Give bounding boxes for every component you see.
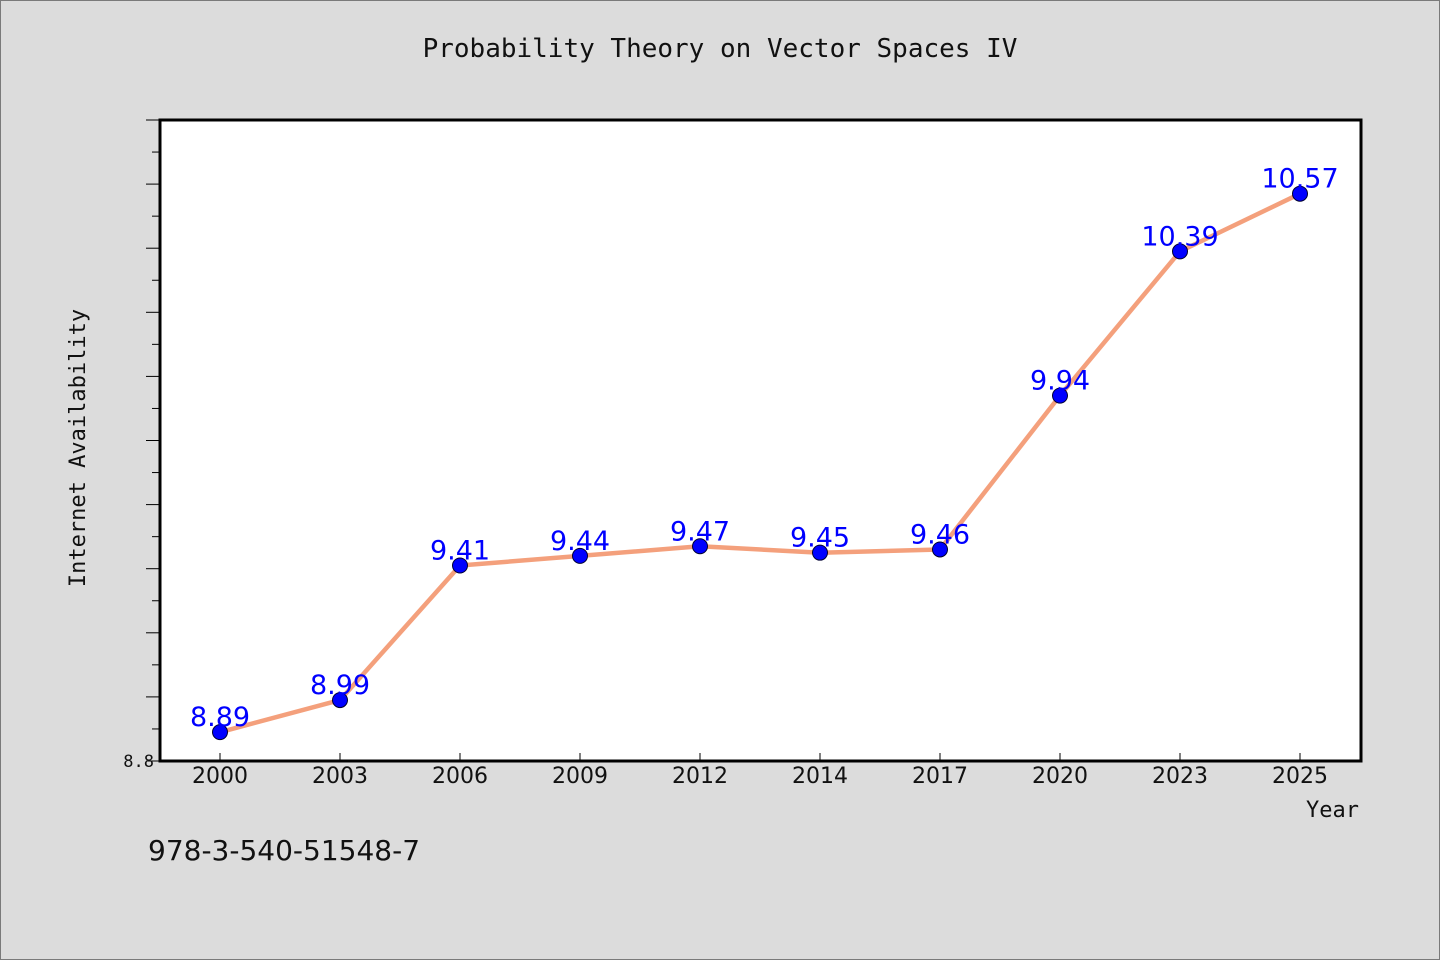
data-point [332, 692, 348, 709]
x-tick-label: 2023 [1152, 764, 1208, 789]
series-markers [212, 185, 1308, 741]
x-tick-label: 2009 [552, 764, 608, 789]
data-label: 9.46 [910, 519, 970, 550]
data-point [812, 544, 828, 561]
x-tick-label: 2020 [1032, 764, 1088, 789]
chart-title: Probability Theory on Vector Spaces IV [422, 34, 1018, 64]
data-point [932, 541, 948, 558]
data-point [1052, 387, 1068, 404]
data-label: 9.94 [1030, 366, 1090, 397]
x-tick-label: 2014 [792, 764, 848, 789]
data-label: 8.89 [190, 702, 250, 733]
data-label: 10.39 [1141, 221, 1218, 252]
data-point [572, 547, 588, 564]
x-tick-label: 2006 [432, 764, 488, 789]
data-point [1172, 243, 1188, 260]
x-tick-label: 2003 [312, 764, 368, 789]
data-point [692, 538, 708, 555]
plot-area [158, 118, 1363, 763]
x-tick-label: 2025 [1272, 764, 1328, 789]
data-label: 9.45 [790, 523, 850, 554]
isbn-code: 978-3-540-51548-7 [148, 834, 421, 867]
data-label: 9.47 [670, 516, 730, 547]
x-tick-label: 2012 [672, 764, 728, 789]
data-point [452, 557, 468, 574]
x-axis-label: Year [1306, 798, 1359, 823]
data-label: 10.57 [1261, 164, 1338, 195]
data-label: 9.41 [430, 535, 490, 566]
data-label: 8.99 [310, 670, 370, 701]
y-axis-label: Internet Availability [66, 309, 91, 587]
data-point [212, 724, 228, 741]
y-tick-label: 8.8 [123, 752, 154, 772]
y-axis-ticks: 8.8 [123, 119, 160, 772]
x-tick-label: 2000 [192, 764, 248, 789]
data-labels: 8.89 8.99 9.41 9.44 9.47 9.45 9.46 9.94 10.39 10.… [190, 164, 1339, 733]
data-point [1292, 185, 1308, 202]
series-line [217, 191, 1303, 735]
x-axis-ticks: 2000 2003 2006 2009 2012 2014 2017 2020 2023 2025 [192, 753, 1328, 789]
x-tick-label: 2017 [912, 764, 968, 789]
data-label: 9.44 [550, 526, 610, 557]
